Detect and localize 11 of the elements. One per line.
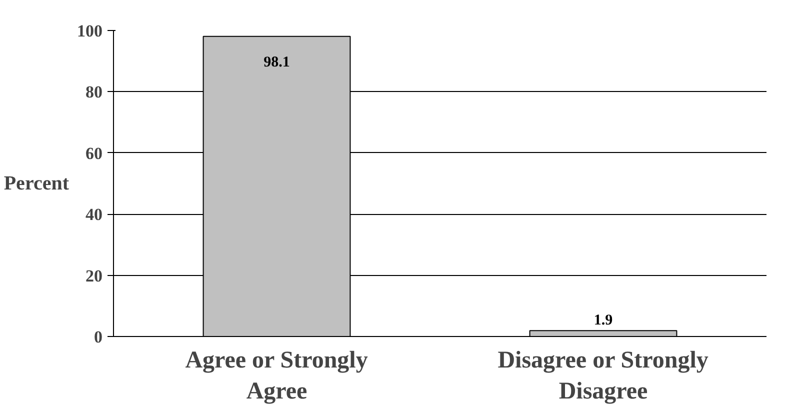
y-tick-label: 100 xyxy=(77,22,102,40)
x-tick-label: Disagree or Strongly Disagree xyxy=(498,348,708,405)
y-tick-label: 0 xyxy=(94,328,102,346)
data-label: 1.9 xyxy=(594,312,613,329)
y-tick-label: 60 xyxy=(86,144,102,163)
y-tick-label: 40 xyxy=(86,205,102,224)
y-axis-title: Percent xyxy=(4,172,70,194)
y-tick-label: 20 xyxy=(86,266,102,286)
data-label: 98.1 xyxy=(264,54,290,70)
y-tick-label: 80 xyxy=(86,82,102,102)
x-tick-label: Agree or Strongly Agree xyxy=(185,348,368,405)
